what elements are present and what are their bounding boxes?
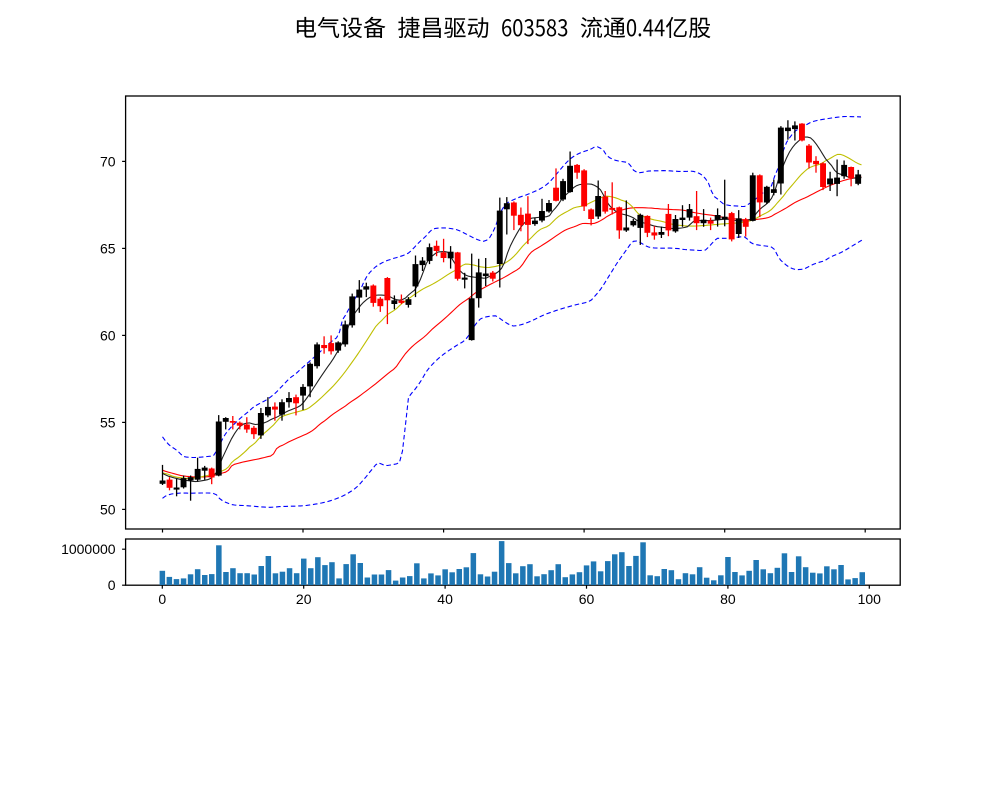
svg-text:0: 0 <box>158 591 166 607</box>
svg-text:80: 80 <box>720 591 736 607</box>
svg-text:0: 0 <box>108 577 116 593</box>
svg-text:100: 100 <box>858 591 882 607</box>
svg-text:70: 70 <box>100 153 116 169</box>
svg-text:40: 40 <box>437 591 453 607</box>
svg-text:20: 20 <box>296 591 312 607</box>
svg-text:65: 65 <box>100 240 116 256</box>
svg-text:1000000: 1000000 <box>61 541 116 557</box>
svg-text:60: 60 <box>100 327 116 343</box>
svg-text:60: 60 <box>579 591 595 607</box>
svg-text:50: 50 <box>100 501 116 517</box>
svg-text:55: 55 <box>100 414 116 430</box>
